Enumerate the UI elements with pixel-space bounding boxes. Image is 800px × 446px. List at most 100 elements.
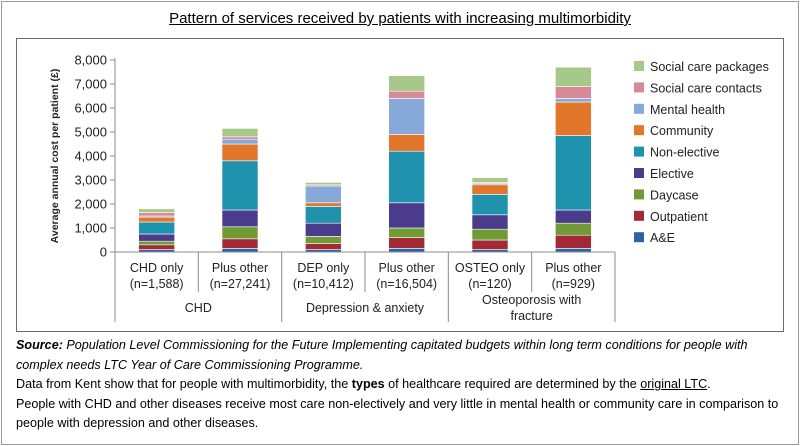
- category-label: (n=16,504): [376, 277, 437, 291]
- legend-swatch: [634, 103, 644, 114]
- bar-segment: [388, 134, 425, 152]
- bar-segment: [305, 243, 342, 250]
- bar-segment: [388, 75, 425, 92]
- bar-segment: [305, 206, 342, 224]
- legend-swatch: [634, 168, 644, 178]
- caption-text: Data from Kent show that for people with…: [16, 377, 352, 392]
- category-label: (n=120): [468, 277, 511, 291]
- category-label: DEP only: [297, 261, 350, 275]
- bar-segment: [471, 214, 509, 230]
- bar-segment: [471, 194, 509, 216]
- legend-label: Social care packages: [650, 60, 769, 74]
- chart-box: [16, 38, 784, 332]
- bar-segment: [221, 138, 259, 145]
- y-tick-label: 2,000: [74, 197, 107, 212]
- bar-segment: [221, 143, 259, 162]
- chart-title: Pattern of services received by patients…: [169, 10, 631, 27]
- legend-label: Outpatient: [650, 210, 708, 224]
- bar-segment: [471, 184, 509, 195]
- bar-segment: [138, 208, 175, 213]
- bar-segment: [555, 98, 592, 103]
- bar-segment: [221, 209, 259, 228]
- y-tick-label: 6,000: [74, 101, 107, 116]
- caption-text: .: [707, 377, 711, 392]
- y-tick-label: 3,000: [74, 173, 107, 188]
- legend-swatch: [634, 210, 644, 221]
- group-label: CHD: [185, 301, 212, 315]
- y-tick-label: 0: [100, 245, 107, 260]
- bar-segment: [471, 239, 509, 250]
- category-label: Plus other: [545, 261, 601, 275]
- caption-line-2: People with CHD and other diseases recei…: [16, 396, 779, 431]
- legend-label: Daycase: [650, 188, 699, 202]
- bar-segment: [388, 98, 425, 135]
- source-text: Population Level Commissioning for the F…: [16, 338, 748, 372]
- legend-label: Social care contacts: [650, 81, 762, 95]
- bar-segment: [138, 216, 175, 223]
- bar-segment: [305, 222, 342, 237]
- bar-segment: [555, 101, 592, 136]
- group-label: fracture: [510, 309, 552, 323]
- legend-swatch: [634, 232, 644, 243]
- category-label: (n=10,412): [293, 277, 354, 291]
- bar-segment: [388, 248, 425, 253]
- category-label: (n=1,588): [130, 277, 184, 291]
- bar-segment: [555, 248, 592, 253]
- category-label: CHD only: [130, 261, 184, 275]
- caption-text: of healthcare required are determined by…: [384, 377, 641, 392]
- bar-segment: [388, 202, 425, 229]
- legend-label: Non-elective: [650, 146, 720, 160]
- bar-segment: [138, 212, 175, 217]
- y-tick-label: 4,000: [74, 149, 107, 164]
- legend-label: A&E: [650, 231, 675, 245]
- legend-label: Community: [650, 124, 714, 138]
- legend-swatch: [634, 82, 644, 93]
- legend-swatch: [634, 125, 644, 136]
- y-tick-label: 8,000: [74, 53, 107, 68]
- bar-segment: [138, 221, 175, 235]
- bar-segment: [221, 248, 259, 253]
- bar-segment: [555, 86, 592, 99]
- caption-line-1: Data from Kent show that for people with…: [16, 375, 791, 395]
- legend-swatch: [634, 189, 644, 200]
- bar-segment: [305, 182, 342, 186]
- bar-segment: [388, 237, 425, 249]
- bar-segment: [388, 90, 425, 99]
- legend-label: Mental health: [650, 103, 725, 117]
- bar-segment: [555, 66, 592, 87]
- y-tick-label: 7,000: [74, 77, 107, 92]
- bar-segment: [221, 136, 259, 140]
- bar-segment: [388, 227, 425, 238]
- bar-segment: [471, 228, 509, 241]
- bar-segment: [388, 150, 425, 204]
- legend-label: Elective: [650, 167, 694, 181]
- category-label: Plus other: [212, 261, 268, 275]
- bar-segment: [555, 234, 592, 249]
- bar-segment: [305, 202, 342, 207]
- bar-segment: [555, 135, 592, 211]
- y-tick-label: 1,000: [74, 221, 107, 236]
- caption: Source: Population Level Commissioning f…: [16, 336, 791, 434]
- bar-segment: [555, 209, 592, 224]
- category-label: (n=27,241): [210, 277, 271, 291]
- bar-segment: [138, 233, 175, 242]
- bar-segment: [221, 128, 259, 138]
- bar-segment: [138, 240, 175, 246]
- category-label: Plus other: [379, 261, 435, 275]
- bar-segment: [471, 177, 509, 183]
- source-label: Source:: [16, 338, 63, 352]
- legend-swatch: [634, 61, 644, 71]
- caption-underlined-ltc: original LTC: [640, 377, 708, 392]
- legend-swatch: [634, 146, 644, 157]
- y-axis-title: Average annual cost per patient (£): [49, 69, 61, 244]
- bar-segment: [221, 238, 259, 249]
- bar-segment: [555, 222, 592, 236]
- y-tick-label: 5,000: [74, 125, 107, 140]
- bar-segment: [305, 185, 342, 204]
- category-label: (n=929): [552, 277, 595, 291]
- group-label: Osteoporosis with: [482, 293, 581, 307]
- bar-segment: [138, 244, 175, 250]
- category-label: OSTEO only: [455, 261, 526, 275]
- group-label: Depression & anxiety: [306, 301, 425, 315]
- stacked-bar-chart: 0 1,000 2,000 3,000 4,000 5,000 6,000 7,000 8,00…: [49, 53, 769, 324]
